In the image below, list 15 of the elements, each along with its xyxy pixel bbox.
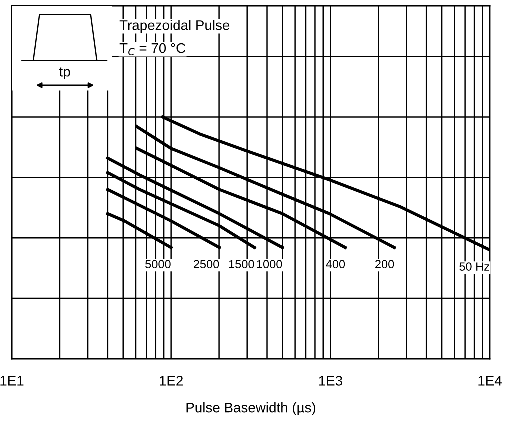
text: tp: [59, 68, 70, 80]
series-label: 50 Hz: [460, 262, 490, 271]
series-label: 1500: [229, 260, 254, 269]
series-label: 5000: [146, 260, 171, 269]
series-label: 2500: [194, 260, 220, 269]
x-tick-label: 1E2: [160, 376, 183, 386]
x-tick-label: 1E1: [0, 376, 24, 386]
x-axis-title: Pulse Basewidth (µs): [186, 402, 316, 416]
x-tick-label: 1E3: [319, 376, 342, 386]
x-tick-label: 1E4: [478, 376, 502, 386]
series-label: 400: [326, 260, 346, 269]
series-label: 200: [376, 260, 394, 269]
series-label: 1000: [257, 260, 282, 269]
text: T$_{C}$ = 70 °C: [120, 43, 186, 56]
text: Trapezoidal Pulse: [120, 20, 230, 34]
